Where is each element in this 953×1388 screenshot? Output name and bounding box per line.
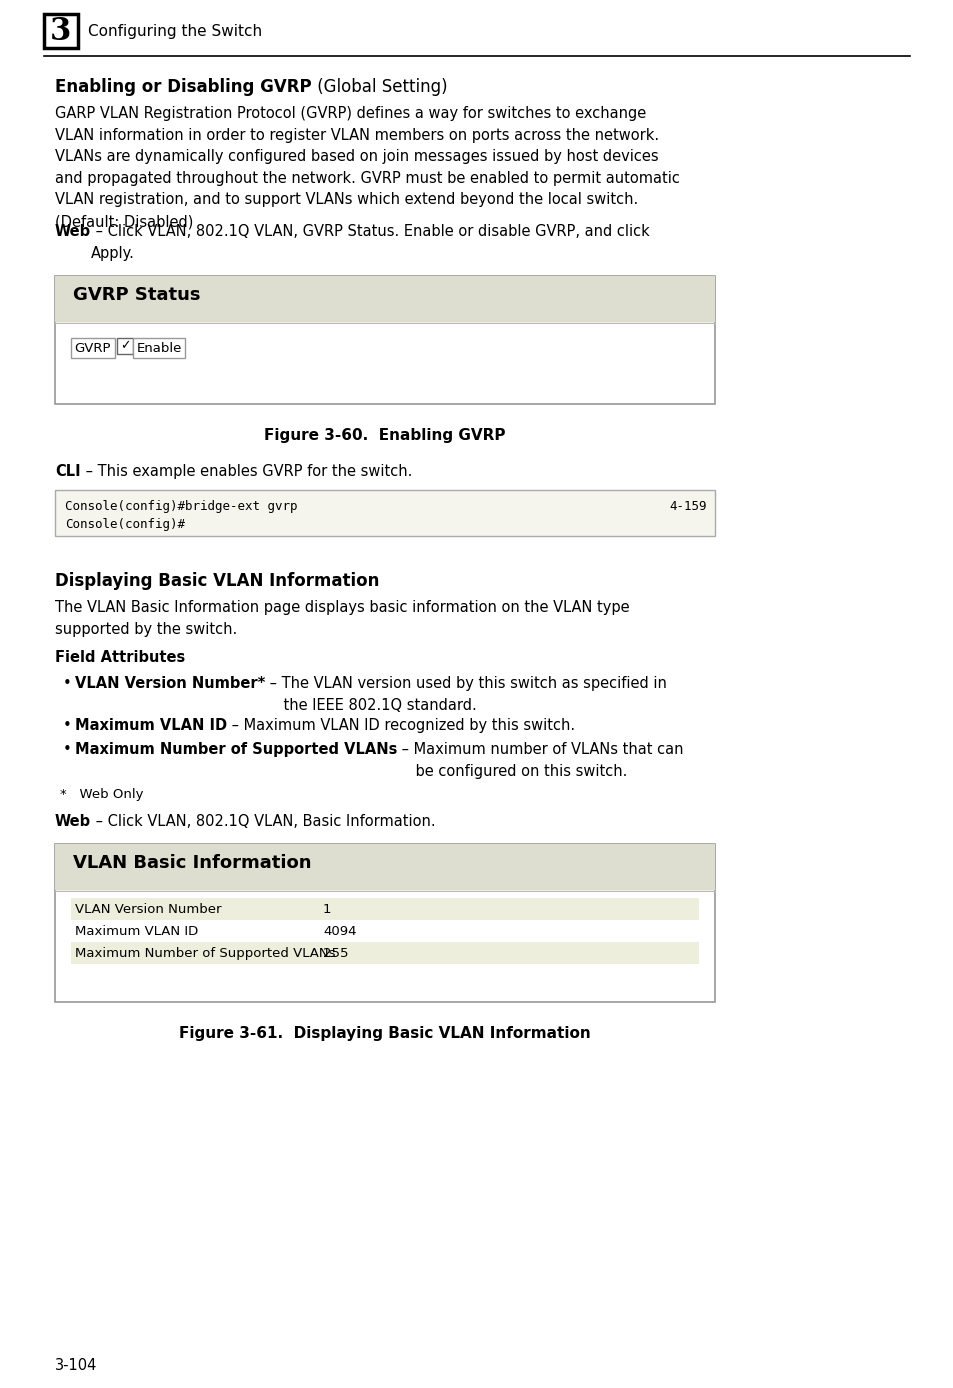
Text: – Maximum VLAN ID recognized by this switch.: – Maximum VLAN ID recognized by this swi… [227, 718, 575, 733]
Text: ✓: ✓ [120, 340, 131, 353]
Text: VLAN Version Number: VLAN Version Number [75, 904, 221, 916]
Text: VLAN Version Number*: VLAN Version Number* [75, 676, 265, 691]
Text: •: • [63, 676, 71, 691]
Text: Web: Web [55, 813, 91, 829]
Text: 4-159: 4-159 [669, 500, 706, 514]
Text: 4094: 4094 [323, 924, 356, 938]
Text: 3: 3 [51, 15, 71, 47]
Text: Maximum Number of Supported VLANs: Maximum Number of Supported VLANs [75, 743, 397, 756]
Text: Enabling or Disabling GVRP: Enabling or Disabling GVRP [55, 78, 312, 96]
Text: •: • [63, 718, 71, 733]
Text: – Click VLAN, 802.1Q VLAN, GVRP Status. Enable or disable GVRP, and click
Apply.: – Click VLAN, 802.1Q VLAN, GVRP Status. … [91, 223, 649, 261]
Text: Maximum VLAN ID: Maximum VLAN ID [75, 924, 198, 938]
Text: (Global Setting): (Global Setting) [312, 78, 447, 96]
Bar [44, 14, 78, 49]
Text: Displaying Basic VLAN Information: Displaying Basic VLAN Information [55, 572, 379, 590]
Text: VLAN Basic Information: VLAN Basic Information [73, 854, 312, 872]
Bar [55, 276, 714, 404]
Text: The VLAN Basic Information page displays basic information on the VLAN type
supp: The VLAN Basic Information page displays… [55, 600, 629, 637]
Text: Maximum VLAN ID: Maximum VLAN ID [75, 718, 227, 733]
Text: – The VLAN version used by this switch as specified in
    the IEEE 802.1Q stand: – The VLAN version used by this switch a… [265, 676, 666, 712]
Bar [71, 339, 115, 358]
Bar [55, 844, 714, 890]
Bar [55, 844, 714, 1002]
Text: Maximum Number of Supported VLANs: Maximum Number of Supported VLANs [75, 947, 335, 960]
Text: CLI: CLI [55, 464, 81, 479]
Text: Figure 3-60.  Enabling GVRP: Figure 3-60. Enabling GVRP [264, 428, 505, 443]
Text: 1: 1 [323, 904, 331, 916]
Bar [117, 339, 132, 354]
Bar [55, 276, 714, 322]
Text: Console(config)#: Console(config)# [65, 518, 185, 532]
Bar [71, 942, 699, 965]
Bar [71, 920, 699, 942]
Text: – Click VLAN, 802.1Q VLAN, Basic Information.: – Click VLAN, 802.1Q VLAN, Basic Informa… [91, 813, 436, 829]
Bar [71, 898, 699, 920]
Bar [56, 323, 713, 403]
Text: – Maximum number of VLANs that can
    be configured on this switch.: – Maximum number of VLANs that can be co… [397, 743, 683, 779]
Text: 3-104: 3-104 [55, 1357, 97, 1373]
Text: Field Attributes: Field Attributes [55, 650, 185, 665]
Text: GVRP: GVRP [74, 341, 112, 354]
Text: Console(config)#bridge-ext gvrp: Console(config)#bridge-ext gvrp [65, 500, 297, 514]
Text: GVRP Status: GVRP Status [73, 286, 200, 304]
Text: Configuring the Switch: Configuring the Switch [88, 24, 262, 39]
Text: GARP VLAN Registration Protocol (GVRP) defines a way for switches to exchange
VL: GARP VLAN Registration Protocol (GVRP) d… [55, 105, 679, 229]
Text: Web: Web [55, 223, 91, 239]
Bar [132, 339, 185, 358]
Bar [55, 490, 714, 536]
Text: 255: 255 [323, 947, 348, 960]
Text: Enable: Enable [136, 341, 181, 354]
Text: *   Web Only: * Web Only [60, 788, 143, 801]
Bar [56, 891, 713, 1001]
Text: Figure 3-61.  Displaying Basic VLAN Information: Figure 3-61. Displaying Basic VLAN Infor… [179, 1026, 590, 1041]
Text: – This example enables GVRP for the switch.: – This example enables GVRP for the swit… [81, 464, 412, 479]
Text: •: • [63, 743, 71, 756]
